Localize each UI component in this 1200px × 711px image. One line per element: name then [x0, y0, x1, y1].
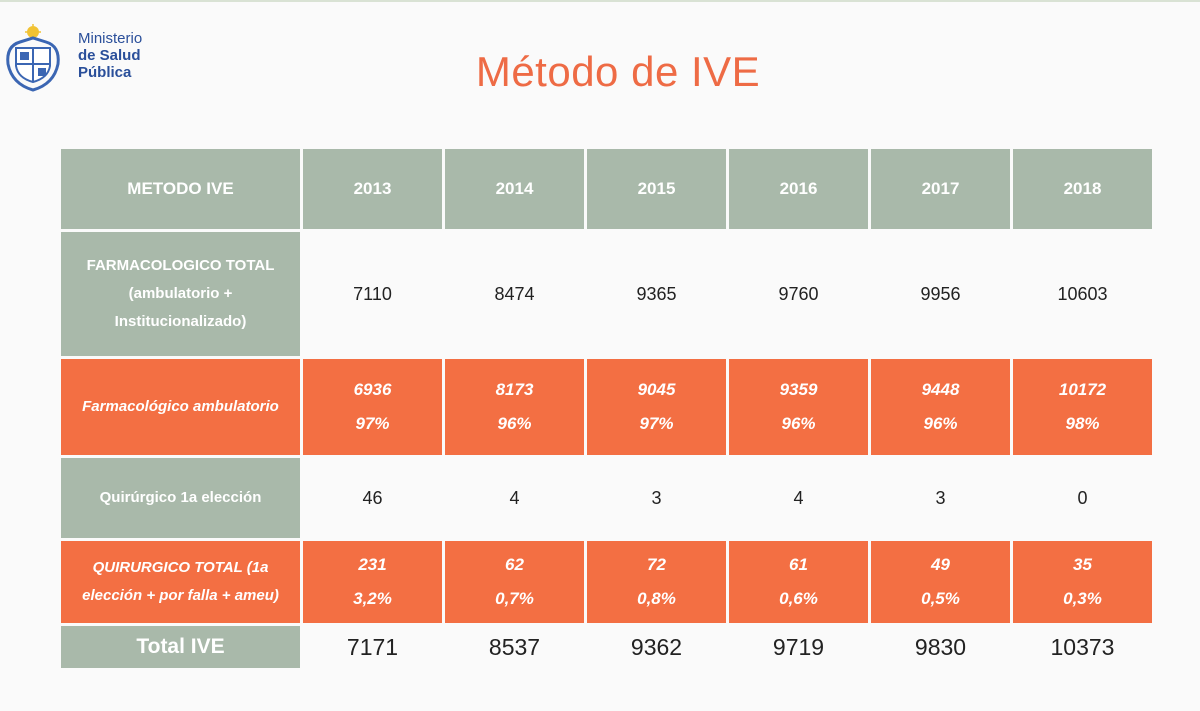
- cell-value: 8173: [495, 380, 534, 399]
- table-cell: 61 0,6%: [729, 541, 868, 623]
- row-label: Quirúrgico 1a elección: [61, 458, 300, 538]
- cell-value: 72: [647, 555, 666, 574]
- top-divider: [0, 0, 1200, 2]
- table-cell: 9956: [871, 232, 1010, 356]
- table-cell: 9045 97%: [587, 359, 726, 455]
- cell-percent: 0,5%: [921, 589, 960, 608]
- table-header-row: METODO IVE 2013 2014 2015 2016 2017 2018: [61, 149, 1152, 229]
- uruguay-coat-of-arms-icon: [6, 24, 60, 92]
- cell-value: 61: [789, 555, 808, 574]
- table-cell: 9362: [587, 626, 726, 668]
- cell-value: 9359: [779, 380, 818, 399]
- table-cell: 3: [587, 458, 726, 538]
- header-year: 2014: [445, 149, 584, 229]
- cell-percent: 96%: [781, 414, 816, 433]
- table-cell: 35 0,3%: [1013, 541, 1152, 623]
- cell-value: 6936: [353, 380, 392, 399]
- table-cell: 7110: [303, 232, 442, 356]
- row-label-line: FARMACOLOGICO TOTAL: [86, 257, 275, 274]
- table-cell: 0: [1013, 458, 1152, 538]
- table-cell: 4: [445, 458, 584, 538]
- table-row-farmacologico-ambulatorio: Farmacológico ambulatorio 6936 97% 8173 96…: [61, 359, 1152, 455]
- row-label-line: QUIRURGICO TOTAL (1a: [92, 559, 269, 576]
- header-year: 2013: [303, 149, 442, 229]
- ministry-logo: Ministerio de Salud Pública: [0, 22, 175, 98]
- cell-percent: 0,7%: [495, 589, 534, 608]
- cell-percent: 96%: [923, 414, 958, 433]
- table-cell: 49 0,5%: [871, 541, 1010, 623]
- table-cell: 4: [729, 458, 868, 538]
- cell-value: 10172: [1058, 380, 1107, 399]
- cell-value: 35: [1073, 555, 1092, 574]
- table-cell: 46: [303, 458, 442, 538]
- table-cell: 9365: [587, 232, 726, 356]
- cell-percent: 3,2%: [353, 589, 392, 608]
- table-cell: 10603: [1013, 232, 1152, 356]
- table-cell: 8537: [445, 626, 584, 668]
- table-cell: 9448 96%: [871, 359, 1010, 455]
- ministry-line-1: Ministerio: [78, 30, 143, 47]
- header-metodo-ive: METODO IVE: [61, 149, 300, 229]
- row-label: FARMACOLOGICO TOTAL (ambulatorio + Insti…: [61, 232, 300, 356]
- table-cell: 10373: [1013, 626, 1152, 668]
- row-label: QUIRURGICO TOTAL (1a elección + por fall…: [61, 541, 300, 623]
- cell-value: 62: [505, 555, 524, 574]
- ministry-line-2: de Salud: [78, 47, 141, 64]
- cell-value: 231: [358, 555, 387, 574]
- header-year: 2018: [1013, 149, 1152, 229]
- ministry-line-3: Pública: [78, 64, 132, 81]
- table-row-quirurgico-eleccion: Quirúrgico 1a elección 46 4 3 4 3 0: [61, 458, 1152, 538]
- row-label-line: (ambulatorio +: [128, 285, 233, 302]
- table-cell: 3: [871, 458, 1010, 538]
- cell-percent: 96%: [497, 414, 532, 433]
- row-label: Total IVE: [61, 626, 300, 668]
- header-year: 2015: [587, 149, 726, 229]
- table-cell: 231 3,2%: [303, 541, 442, 623]
- table-cell: 9760: [729, 232, 868, 356]
- table-row-total-ive: Total IVE 7171 8537 9362 9719 9830 10373: [61, 626, 1152, 668]
- row-label-line: Institucionalizado): [114, 313, 247, 330]
- table-cell: 72 0,8%: [587, 541, 726, 623]
- row-label: Farmacológico ambulatorio: [61, 359, 300, 455]
- ive-methods-table: METODO IVE 2013 2014 2015 2016 2017 2018…: [58, 146, 1155, 671]
- table-cell: 8474: [445, 232, 584, 356]
- table-cell: 9830: [871, 626, 1010, 668]
- header-year: 2017: [871, 149, 1010, 229]
- header-year: 2016: [729, 149, 868, 229]
- cell-percent: 98%: [1065, 414, 1100, 433]
- table-row-quirurgico-total: QUIRURGICO TOTAL (1a elección + por fall…: [61, 541, 1152, 623]
- table-cell: 9359 96%: [729, 359, 868, 455]
- page-title: Método de IVE: [475, 48, 761, 95]
- ministry-name: Ministerio de Salud Pública: [78, 30, 142, 81]
- cell-value: 9045: [637, 380, 676, 399]
- table-cell: 6936 97%: [303, 359, 442, 455]
- cell-percent: 0,3%: [1063, 589, 1102, 608]
- cell-percent: 0,6%: [779, 589, 818, 608]
- table-cell: 10172 98%: [1013, 359, 1152, 455]
- cell-value: 49: [931, 555, 950, 574]
- row-label-line: elección + por falla + ameu): [82, 587, 279, 604]
- cell-percent: 97%: [355, 414, 390, 433]
- cell-value: 9448: [921, 380, 960, 399]
- cell-percent: 97%: [639, 414, 674, 433]
- cell-percent: 0,8%: [637, 589, 676, 608]
- table-row-farmacologico-total: FARMACOLOGICO TOTAL (ambulatorio + Insti…: [61, 232, 1152, 356]
- table-cell: 7171: [303, 626, 442, 668]
- table-cell: 9719: [729, 626, 868, 668]
- table-cell: 62 0,7%: [445, 541, 584, 623]
- table-cell: 8173 96%: [445, 359, 584, 455]
